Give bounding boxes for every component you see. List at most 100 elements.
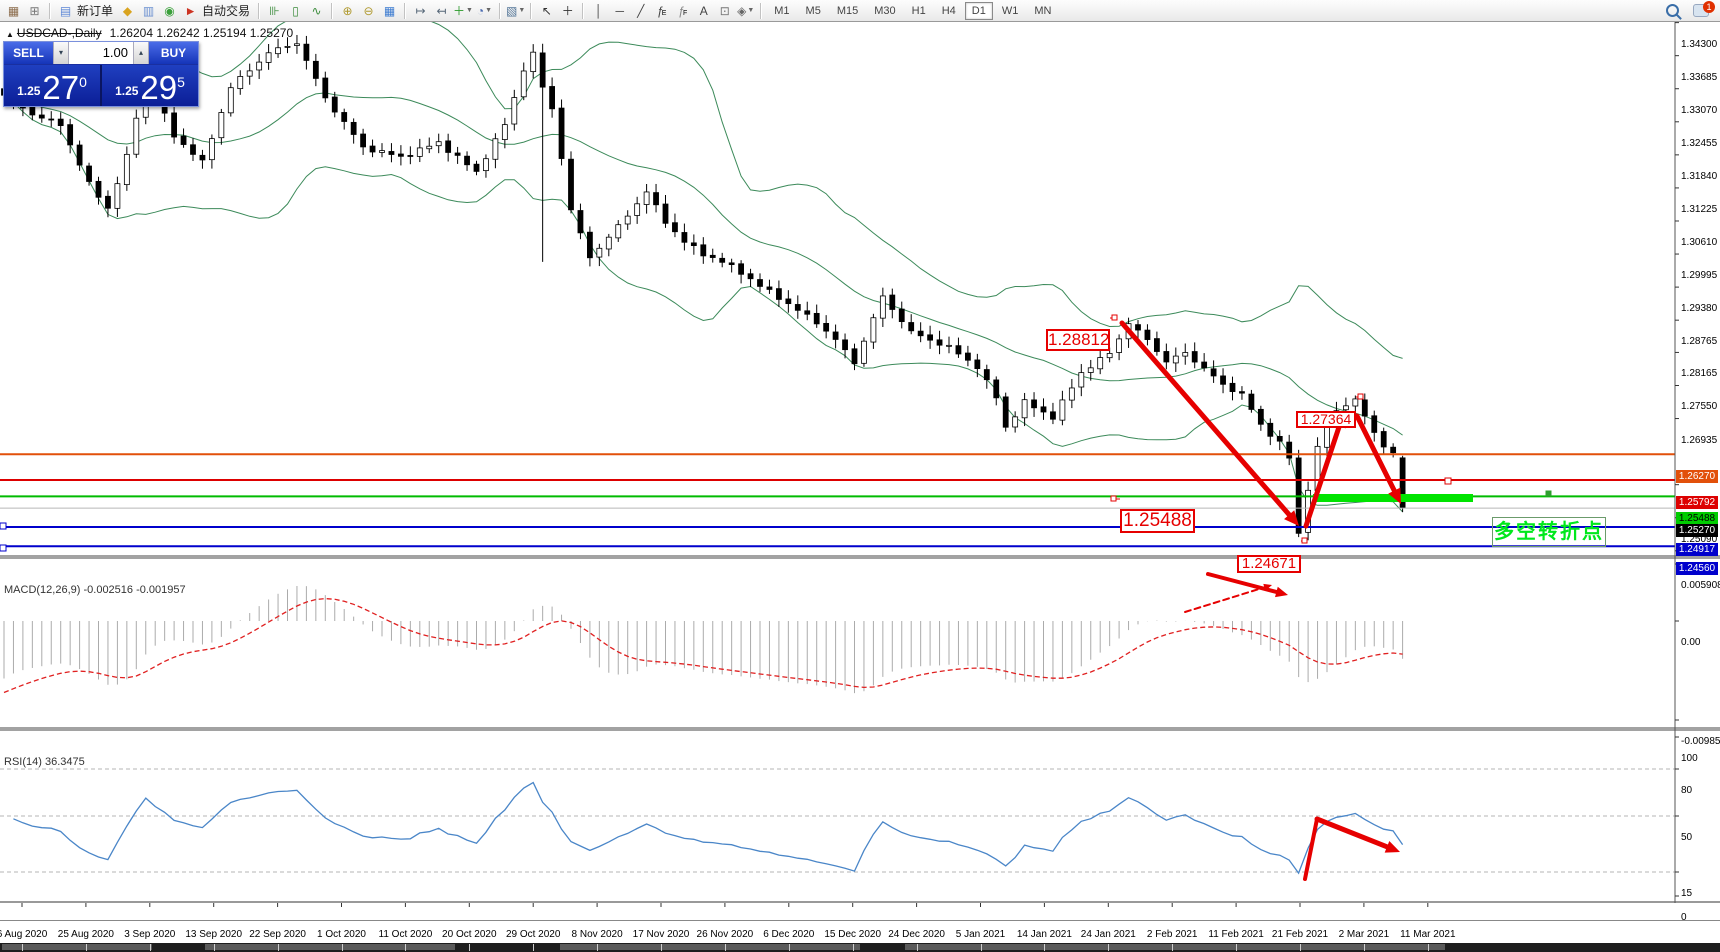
arrow-tools-icon[interactable]: ◈ ▼ [737, 3, 755, 18]
volume-increase-button[interactable]: ▴ [133, 42, 149, 64]
volume-input[interactable]: 1.00 [69, 42, 133, 64]
strip-tick [1172, 944, 1174, 951]
volume-decrease-button[interactable]: ▾ [53, 42, 69, 64]
strip-tick [1236, 944, 1238, 951]
crosshair-icon[interactable]: ＋ [561, 4, 574, 18]
timeframe-w1[interactable]: W1 [1001, 4, 1019, 17]
add-indicator-button[interactable]: ＋ ▼ [453, 4, 473, 18]
search-icon[interactable] [1666, 4, 1679, 17]
date-label: 2 Feb 2021 [1146, 929, 1198, 940]
strip-tick [277, 944, 279, 951]
arrange-windows-icon[interactable]: ▦ [383, 3, 396, 18]
strip-tick [661, 944, 662, 951]
toolbar-separator [760, 2, 763, 19]
date-label: 21 Feb 2021 [1271, 929, 1329, 940]
toolbar-separator [404, 2, 407, 19]
buy-price[interactable]: 1.25 29 5 [115, 69, 185, 106]
chart-window-icon[interactable]: ▦ [7, 3, 20, 18]
strip-tick [469, 944, 471, 951]
bar-chart-icon[interactable]: ⊪ [269, 3, 280, 18]
date-label: 6 Aug 2020 [0, 929, 48, 940]
date-label: 1 Oct 2020 [317, 929, 366, 940]
new-order-button-label[interactable]: 新订单 [77, 4, 114, 18]
date-label: 2 Mar 2021 [1338, 929, 1390, 940]
news-icon[interactable]: ◉ [164, 3, 175, 18]
buy-button[interactable]: BUY [149, 42, 198, 64]
chat-icon[interactable]: 1 [1693, 1, 1715, 17]
date-label: 24 Dec 2020 [888, 929, 945, 940]
strip-tick [533, 944, 535, 951]
new-order-button[interactable]: ▤ [59, 3, 72, 18]
timeframe-h1[interactable]: H1 [911, 4, 926, 17]
taskbar-segment [2, 944, 152, 950]
toolbar-separator [49, 2, 51, 19]
taskbar-segment [560, 944, 860, 950]
chart-canvas[interactable] [0, 0, 1720, 930]
ohlc-readout: 1.26204 1.26242 1.25194 1.25270 [109, 26, 294, 40]
sell-button[interactable]: SELL [4, 42, 53, 64]
strip-tick [1108, 944, 1110, 951]
candle-chart-icon[interactable]: ▯ [292, 3, 299, 18]
zoom-in-icon[interactable]: ⊕ [342, 3, 353, 18]
date-label: 3 Sep 2020 [124, 929, 176, 940]
timeframe-mn[interactable]: MN [1034, 4, 1052, 17]
zoom-out-icon[interactable]: ⊖ [363, 3, 374, 18]
strip-tick [1300, 944, 1301, 951]
timeframe-h4[interactable]: H4 [941, 4, 956, 17]
toolbar-separator [530, 2, 533, 19]
date-label: 11 Mar 2021 [1400, 929, 1456, 940]
timeframe-m30[interactable]: M30 [874, 4, 896, 17]
template-button[interactable]: ▧ ▼ [505, 3, 526, 18]
date-label: 22 Sep 2020 [249, 929, 306, 940]
vertical-line-icon[interactable]: │ [595, 3, 603, 18]
strip-tick [852, 944, 854, 951]
deposit-icon[interactable]: ◆ [122, 3, 133, 18]
rsi-indicator-label: RSI(14) 36.3475 [4, 756, 85, 768]
strip-tick [85, 944, 87, 951]
date-label: 6 Dec 2020 [763, 929, 815, 940]
trendline-icon[interactable]: ╱ [637, 3, 645, 18]
date-label: 13 Sep 2020 [185, 929, 243, 940]
text-label-icon[interactable]: ⊡ [719, 3, 730, 18]
cursor-icon[interactable]: ↖ [541, 3, 552, 18]
date-label: 8 Nov 2020 [571, 929, 623, 940]
toolbar: ▦ ⊞ ▤ 新订单 ◆ ▥ ◉ ► 自动交易 ⊪ ▯ ∿ ⊕ ⊖ ▦ ↦ ↤ ＋ ▼ ◔ ▼ ▧ ▼ ↖ ＋ │ ─ ╱ ƒ E ƒ F A ⊡ ◈… [0, 0, 1720, 22]
macd-indicator-label: MACD(12,26,9) -0.002516 -0.001957 [4, 584, 186, 596]
text-icon[interactable]: A [699, 3, 708, 18]
date-label: 25 Aug 2020 [57, 929, 114, 940]
toolbar-separator [331, 2, 334, 19]
autotrade-button-label[interactable]: 自动交易 [202, 4, 251, 18]
timeframe-m15[interactable]: M15 [836, 4, 859, 17]
terminal-icon[interactable]: ▥ [142, 3, 155, 18]
chart-shift-icon[interactable]: ↤ [436, 3, 447, 18]
turning-point-note[interactable]: 多空转折点 [1492, 517, 1606, 547]
strip-tick [1044, 944, 1046, 951]
period-button[interactable]: ◔ ▼ [476, 3, 493, 18]
autotrade-button[interactable]: ► [184, 3, 197, 18]
timeframe-m5[interactable]: M5 [805, 4, 821, 17]
notification-badge: 1 [1703, 1, 1715, 13]
strip-tick [1427, 944, 1429, 951]
line-chart-icon[interactable]: ∿ [311, 3, 322, 18]
timeframe-d1[interactable]: D1 [964, 1, 993, 20]
strip-tick [980, 944, 982, 951]
timeframe-m1[interactable]: M1 [774, 4, 790, 17]
strip-tick [213, 944, 215, 951]
sell-price[interactable]: 1.25 27 0 [4, 65, 102, 106]
date-label: 20 Oct 2020 [442, 929, 497, 940]
auto-scroll-icon[interactable]: ↦ [415, 3, 426, 18]
collapse-arrow-icon[interactable]: ▲ [6, 30, 14, 39]
date-label: 17 Nov 2020 [632, 929, 690, 940]
chart-title: ▲ USDCAD-,Daily 1.26204 1.26242 1.25194 1.… [6, 26, 293, 40]
strip-tick [1363, 944, 1365, 951]
tile-windows-icon[interactable]: ⊞ [29, 3, 40, 18]
taskbar-segment [905, 944, 1445, 950]
horizontal-line-icon[interactable]: ─ [615, 3, 625, 18]
date-label: 5 Jan 2021 [955, 929, 1006, 940]
strip-tick [724, 944, 726, 951]
strip-tick [597, 944, 599, 951]
one-click-trade-panel: SELL ▾ 1.00 ▴ BUY 1.25 27 0 1.25 29 5 [3, 41, 199, 107]
